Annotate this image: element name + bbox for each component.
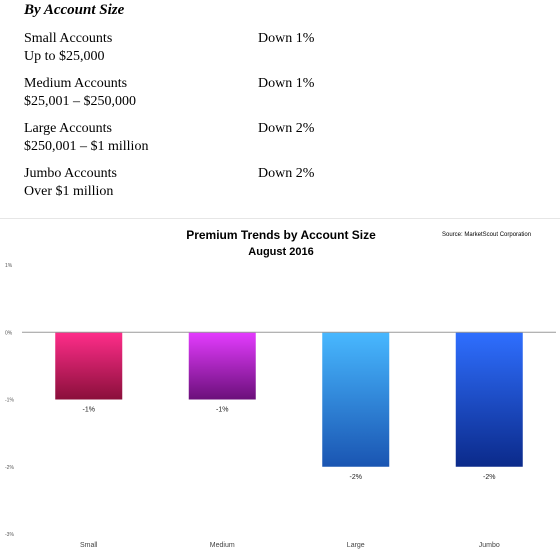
y-tick-label: -3% [5,532,14,538]
data-label: -2% [350,474,362,481]
y-tick-label: 1% [5,263,13,269]
premium-trends-chart: Premium Trends by Account Size August 20… [5,228,556,549]
account-range: $250,001 – $1 million [24,139,149,154]
chart-container: Premium Trends by Account Size August 20… [0,218,560,555]
data-label: -1% [216,407,228,414]
chart-source: Source: MarketScout Corporation [442,232,531,238]
account-range: Up to $25,000 [24,49,105,64]
account-range: $25,001 – $250,000 [24,94,136,109]
y-tick-label: 0% [5,330,13,336]
chart-title: Premium Trends by Account Size [186,228,376,242]
bar [188,332,256,400]
account-change: Down 1% [258,76,315,91]
bar [55,332,123,400]
y-tick-label: -1% [5,398,14,404]
list-item: Jumbo Accounts Over $1 million Down 2% [24,165,544,210]
list-item: Large Accounts $250,001 – $1 million Dow… [24,120,544,165]
account-change: Down 1% [258,31,315,46]
account-name: Small Accounts [24,31,113,46]
section-heading: By Account Size [24,2,125,18]
x-tick-label: Large [347,542,365,549]
chart-marks: 1% 0% -1% -2% -3% -1% Small -1% Medium -2% Large -2… [5,263,556,549]
account-change: Down 2% [258,166,315,181]
x-tick-label: Jumbo [479,542,500,549]
account-name: Medium Accounts [24,76,128,91]
account-size-list: Small Accounts Up to $25,000 Down 1% Med… [24,30,544,210]
chart-subtitle: August 2016 [248,246,313,258]
list-item: Small Accounts Up to $25,000 Down 1% [24,30,544,75]
y-tick-label: -2% [5,465,14,471]
x-tick-label: Medium [210,542,235,549]
account-name: Large Accounts [24,121,112,136]
account-change: Down 2% [258,121,315,136]
x-tick-label: Small [80,542,98,549]
data-label: -1% [83,407,95,414]
bar [455,332,523,467]
account-name: Jumbo Accounts [24,166,117,181]
data-label: -2% [483,474,495,481]
account-range: Over $1 million [24,184,114,199]
list-item: Medium Accounts $25,001 – $250,000 Down … [24,75,544,120]
bar [322,332,390,467]
